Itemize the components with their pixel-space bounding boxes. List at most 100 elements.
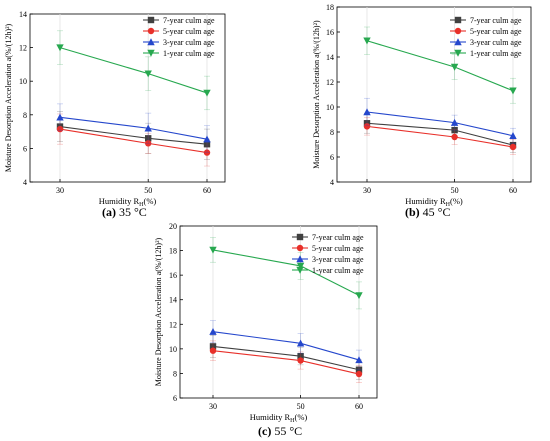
- series-line: [366, 122, 514, 146]
- y-tick-label: 12: [19, 44, 27, 53]
- caption-c-panel: (c): [258, 424, 272, 438]
- data-point: [56, 125, 64, 133]
- series-2: [363, 117, 517, 155]
- x-axis-label: Humidity RH(%): [99, 196, 157, 208]
- series-3: [209, 320, 363, 371]
- data-point: [209, 327, 217, 335]
- legend-label: 7-year culm age: [470, 16, 522, 25]
- data-point: [203, 135, 211, 143]
- y-tick-label: 18: [326, 3, 334, 12]
- data-point: [355, 356, 363, 364]
- y-axis-label: Moisture Desorption Acceleration a(%/(12…: [312, 20, 321, 169]
- data-point: [296, 262, 305, 270]
- x-tick-label: 30: [209, 402, 217, 411]
- data-point: [363, 123, 371, 130]
- data-point: [209, 246, 217, 254]
- x-tick-label: 60: [355, 402, 363, 411]
- y-tick-label: 4: [23, 178, 27, 187]
- y-tick-label: 8: [173, 369, 177, 378]
- data-point: [450, 118, 459, 126]
- series-1: [209, 335, 363, 380]
- data-point: [145, 140, 152, 147]
- data-point: [450, 63, 459, 71]
- plot-frame: [179, 225, 378, 399]
- chart-panel-b: 4 6 8 10 12 14 16 18 30 50 60 Humidity RH(%) Moistur…: [312, 3, 532, 208]
- chart-panel-c: 6 8 10 12 14 16 18 20 30 50 60 Humidity RH(%) Moistu…: [154, 222, 378, 424]
- caption-b-text: 45 °C: [422, 205, 451, 219]
- x-tick-label: 60: [509, 186, 517, 195]
- y-tick-label: 16: [326, 28, 334, 37]
- data-point: [355, 292, 363, 300]
- y-tick-label: 12: [169, 320, 177, 329]
- legend-label: 5-year culm age: [163, 27, 215, 36]
- legend-label: 7-year culm age: [312, 233, 364, 242]
- legend-marker: [147, 49, 155, 57]
- data-point: [56, 44, 64, 52]
- series-4: [363, 26, 517, 104]
- series-3: [363, 97, 517, 144]
- caption-b: (b) 45 °C: [405, 205, 450, 220]
- data-point: [56, 113, 64, 121]
- caption-a: (a) 35 °C: [102, 205, 147, 220]
- y-tick-label: 6: [173, 394, 177, 403]
- legend: 7-year culm age 5-year culm age 3-year cul…: [450, 16, 522, 58]
- legend-marker: [296, 266, 304, 274]
- legend-marker: [454, 27, 462, 35]
- data-point: [297, 357, 304, 364]
- data-point: [363, 108, 371, 116]
- y-tick-label: 8: [23, 111, 27, 120]
- y-tick-label: 14: [19, 10, 27, 19]
- legend-label: 5-year culm age: [470, 27, 522, 36]
- series-line: [212, 331, 360, 361]
- data-point: [297, 353, 304, 360]
- y-tick-label: 12: [326, 78, 334, 87]
- legend-marker: [454, 16, 462, 24]
- y-tick-label: 14: [169, 296, 177, 305]
- y-tick-label: 14: [326, 53, 334, 62]
- y-axis-label: Moisture Desorption Acceleration a(%/(12…: [4, 23, 13, 172]
- y-tick-label: 18: [169, 247, 177, 256]
- plot-frame: [336, 6, 532, 183]
- plot-frame: [29, 13, 226, 183]
- legend-marker: [454, 38, 462, 46]
- x-tick-label: 30: [363, 186, 371, 195]
- y-tick-label: 6: [330, 153, 334, 162]
- caption-a-panel: (a): [102, 205, 116, 219]
- y-tick-label: 16: [169, 271, 177, 280]
- series-2: [56, 113, 211, 167]
- y-tick-label: 10: [19, 77, 27, 86]
- y-tick-label: 10: [169, 345, 177, 354]
- data-point: [209, 347, 217, 354]
- caption-b-panel: (b): [405, 205, 420, 219]
- y-tick-label: 20: [169, 222, 177, 231]
- y-tick-label: 6: [23, 144, 27, 153]
- y-tick-label: 8: [330, 128, 334, 137]
- data-point: [355, 366, 363, 373]
- x-tick-label: 50: [144, 186, 152, 195]
- data-point: [451, 133, 458, 141]
- data-point: [145, 135, 152, 142]
- caption-c: (c) 55 °C: [258, 424, 302, 439]
- legend-marker: [147, 38, 155, 46]
- series-line: [366, 111, 514, 137]
- data-point: [509, 143, 517, 151]
- caption-c-text: 55 °C: [274, 424, 303, 438]
- chart-panel-a: 4 6 8 10 12 14 30 50 60 Humidity RH(%) Moisture De…: [4, 10, 226, 208]
- legend-marker: [147, 27, 155, 35]
- y-tick-label: 4: [330, 178, 334, 187]
- x-axis-label: Humidity RH(%): [250, 412, 308, 424]
- series-line: [212, 345, 360, 371]
- series-4: [56, 30, 211, 111]
- x-tick-label: 30: [56, 186, 64, 195]
- legend-label: 5-year culm age: [312, 244, 364, 253]
- legend-label: 3-year culm age: [163, 38, 215, 47]
- legend-marker: [147, 16, 155, 24]
- x-tick-label: 50: [297, 402, 305, 411]
- legend: 7-year culm age 5-year culm age 3-year cul…: [292, 233, 364, 275]
- data-point: [296, 339, 305, 347]
- legend-marker: [296, 233, 304, 241]
- legend-marker: [454, 49, 462, 57]
- x-axis-label: Humidity RH(%): [405, 196, 463, 208]
- series-4: [209, 237, 363, 310]
